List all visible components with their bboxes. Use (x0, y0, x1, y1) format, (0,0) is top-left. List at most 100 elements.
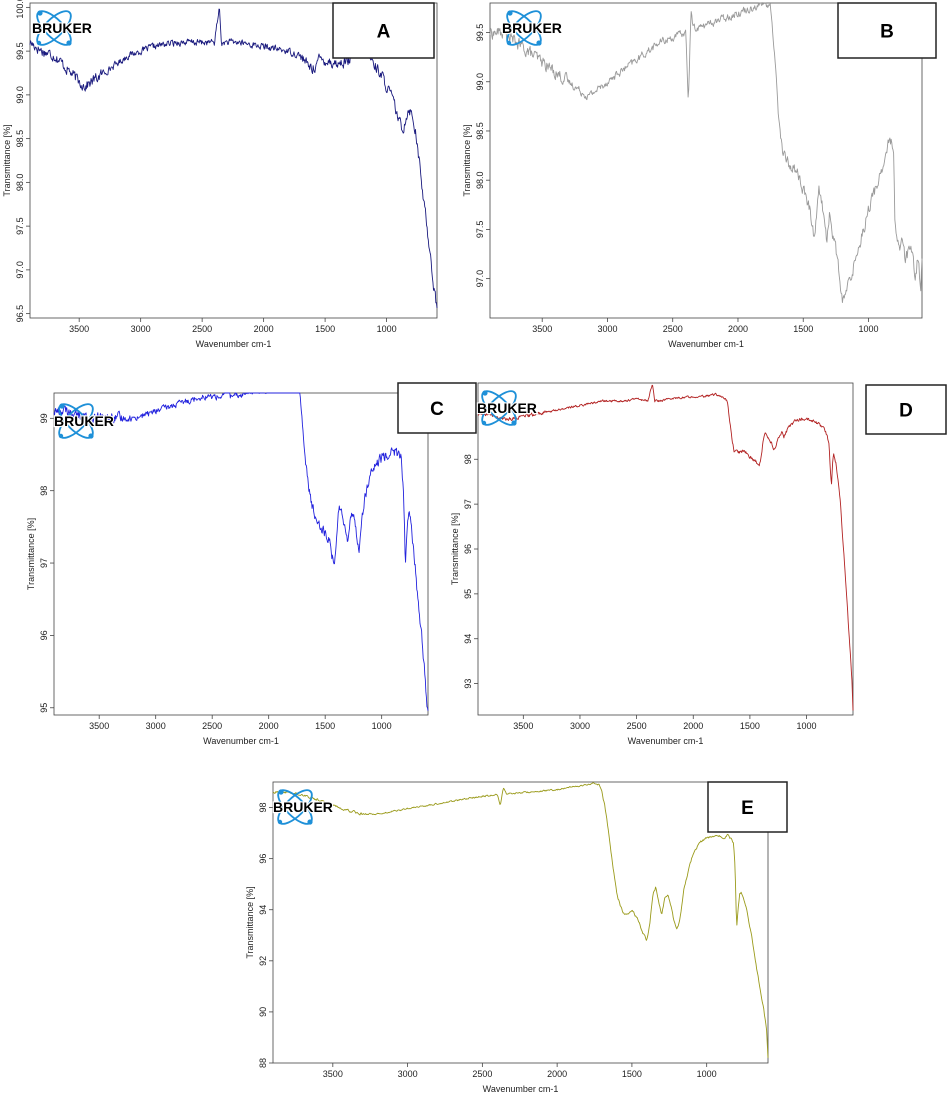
panel-label-box (837, 2, 937, 59)
x-tick-label: 2000 (254, 324, 274, 334)
y-axis-label: Transmittance [%] (26, 518, 36, 590)
x-axis-label: Wavenumber cm-1 (628, 736, 704, 746)
y-tick-label: 98 (258, 803, 268, 813)
y-axis-label: Transmittance [%] (462, 124, 472, 196)
y-tick-label: 93 (463, 679, 473, 689)
plot-frame (477, 382, 854, 716)
x-tick-label: 1000 (797, 721, 817, 731)
y-axis-label: Transmittance [%] (245, 886, 255, 958)
x-tick-label: 2500 (202, 721, 222, 731)
y-axis-label: Transmittance [%] (2, 124, 12, 196)
y-tick-label: 98.5 (475, 122, 485, 140)
logo-dot (481, 420, 487, 426)
logo-dot (307, 819, 313, 825)
chart-panel-e: 3500 3000 2500 2000 1500 1000 88 90 92 94 96 98 Wave… (245, 781, 788, 1094)
logo-text: BRUKER (54, 413, 114, 429)
y-tick-label: 98 (39, 486, 49, 496)
y-tick-label: 92 (258, 956, 268, 966)
logo-dot (536, 40, 542, 46)
y-tick-label: 97 (39, 558, 49, 568)
x-axis-label: Wavenumber cm-1 (196, 339, 272, 349)
x-tick-label: 1000 (372, 721, 392, 731)
logo-text: BRUKER (502, 20, 562, 36)
logo-dot (507, 10, 513, 16)
x-axis-label: Wavenumber cm-1 (483, 1084, 559, 1094)
x-tick-label: 2500 (627, 721, 647, 731)
spectrum-line (489, 2, 923, 304)
x-tick-label: 1500 (315, 324, 335, 334)
x-axis-label: Wavenumber cm-1 (203, 736, 279, 746)
y-tick-label: 98.0 (15, 174, 25, 192)
logo-dot (36, 40, 42, 46)
x-tick-label: 2500 (192, 324, 212, 334)
logo-dot (59, 403, 65, 409)
x-tick-label: 2500 (663, 324, 683, 334)
logo-dot (37, 10, 43, 16)
x-tick-label: 3500 (89, 721, 109, 731)
panel-label-box (865, 384, 947, 435)
logo-dot (88, 433, 94, 439)
y-tick-label: 99.5 (475, 24, 485, 42)
y-tick-label: 99.0 (475, 73, 485, 91)
chart-panel-d: 3500 3000 2500 2000 1500 1000 93 94 95 96 97 98 Wave… (450, 382, 947, 746)
logo-dot (278, 789, 284, 795)
y-tick-label: 94 (463, 634, 473, 644)
spectrum-line (272, 782, 769, 1058)
bruker-logo-icon: BRUKER (501, 10, 563, 46)
panel-label: C (430, 399, 444, 420)
panel-label-box (707, 781, 788, 833)
panel-label-box (397, 382, 477, 434)
panel-label-box (332, 2, 435, 59)
y-axis-label: Transmittance [%] (450, 513, 460, 585)
y-tick-label: 97.5 (475, 221, 485, 239)
x-tick-label: 2000 (547, 1069, 567, 1079)
x-tick-label: 2000 (259, 721, 279, 731)
x-tick-label: 3000 (570, 721, 590, 731)
x-tick-label: 1000 (697, 1069, 717, 1079)
x-tick-label: 2500 (472, 1069, 492, 1079)
chart-panel-c: 3500 3000 2500 2000 1500 1000 95 96 97 98 99 Wavenu… (26, 382, 477, 746)
bruker-logo-icon: BRUKER (31, 10, 93, 46)
x-tick-label: 1500 (622, 1069, 642, 1079)
y-tick-label: 97.5 (15, 217, 25, 235)
y-tick-label: 98.0 (475, 171, 485, 189)
x-tick-label: 3500 (513, 721, 533, 731)
x-tick-label: 1000 (858, 324, 878, 334)
y-tick-label: 99 (39, 413, 49, 423)
y-tick-label: 98.5 (15, 130, 25, 148)
logo-dot (277, 819, 283, 825)
y-tick-label: 100.0 (15, 0, 25, 19)
x-tick-label: 3500 (323, 1069, 343, 1079)
y-tick-label: 90 (258, 1007, 268, 1017)
logo-dot (482, 390, 488, 396)
y-tick-label: 99.0 (15, 86, 25, 104)
panel-label: B (880, 22, 894, 43)
x-tick-label: 1500 (740, 721, 760, 731)
x-tick-label: 3500 (69, 324, 89, 334)
logo-dot (511, 420, 517, 426)
y-tick-label: 97 (463, 499, 473, 509)
y-tick-label: 96 (39, 630, 49, 640)
y-tick-label: 95 (463, 589, 473, 599)
y-tick-label: 97.0 (475, 270, 485, 288)
x-tick-label: 1500 (315, 721, 335, 731)
logo-text: BRUKER (477, 400, 537, 416)
x-tick-label: 2000 (728, 324, 748, 334)
chart-panel-a: 3500 3000 2500 2000 1500 1000 96.5 97.0 97.5 98.0… (2, 0, 438, 349)
y-tick-label: 97.0 (15, 261, 25, 279)
x-tick-label: 3000 (597, 324, 617, 334)
panel-label: A (377, 22, 391, 43)
x-tick-label: 3000 (398, 1069, 418, 1079)
logo-dot (506, 40, 512, 46)
panel-label: E (741, 798, 754, 819)
y-tick-label: 88 (258, 1058, 268, 1068)
bruker-logo-icon: BRUKER (476, 390, 538, 426)
plot-frame (53, 392, 429, 716)
x-tick-label: 3500 (532, 324, 552, 334)
spectrum-line (53, 392, 429, 711)
y-tick-label: 99.5 (15, 42, 25, 60)
logo-dot (66, 40, 72, 46)
plot-frame (272, 781, 769, 1064)
y-tick-label: 96 (463, 544, 473, 554)
